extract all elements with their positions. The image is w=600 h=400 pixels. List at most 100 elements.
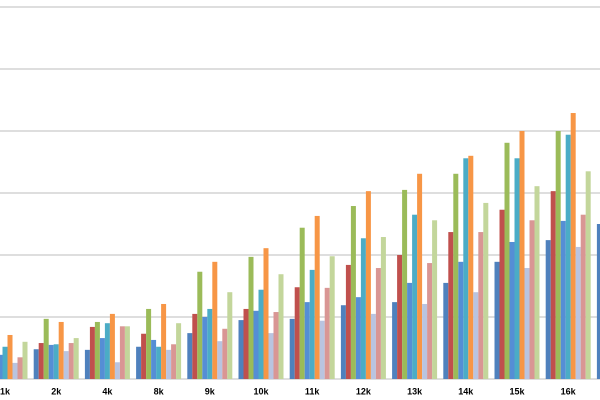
bar bbox=[417, 173, 423, 379]
bar bbox=[68, 343, 74, 379]
bar bbox=[38, 343, 44, 379]
bar bbox=[197, 271, 203, 379]
bar bbox=[422, 303, 428, 379]
x-tick-label: 11k bbox=[305, 386, 321, 396]
bar bbox=[392, 302, 398, 379]
bar bbox=[166, 349, 172, 379]
bar bbox=[494, 261, 500, 379]
bar bbox=[319, 320, 325, 379]
bar bbox=[278, 274, 284, 379]
bar bbox=[555, 131, 561, 379]
x-tick-label: 12k bbox=[356, 386, 372, 396]
bar bbox=[7, 334, 13, 379]
x-tick-label: 15k bbox=[509, 386, 525, 396]
bar bbox=[427, 263, 433, 379]
bar bbox=[253, 310, 259, 379]
bar bbox=[109, 313, 115, 379]
bar bbox=[509, 241, 515, 379]
bar bbox=[432, 220, 438, 379]
bar bbox=[187, 333, 193, 379]
bar bbox=[309, 269, 315, 379]
bar bbox=[141, 333, 147, 379]
bar bbox=[473, 292, 479, 379]
bar bbox=[585, 171, 591, 379]
bar bbox=[53, 344, 59, 379]
bar bbox=[84, 349, 90, 379]
x-tick-label: 8k bbox=[154, 386, 165, 396]
bar bbox=[360, 238, 366, 379]
bar bbox=[222, 328, 228, 379]
bar bbox=[22, 341, 28, 379]
bar bbox=[124, 326, 130, 379]
bar bbox=[192, 313, 198, 379]
bar bbox=[289, 318, 295, 379]
bar bbox=[534, 186, 540, 379]
bar bbox=[329, 256, 335, 379]
bar bbox=[314, 215, 320, 379]
bar bbox=[33, 349, 39, 379]
bar bbox=[146, 308, 152, 379]
bar bbox=[171, 344, 177, 379]
bar bbox=[443, 282, 449, 379]
bar bbox=[73, 338, 79, 379]
bar bbox=[448, 232, 454, 379]
bar bbox=[575, 246, 581, 379]
bar bbox=[570, 113, 576, 380]
bar bbox=[596, 224, 600, 379]
bar bbox=[453, 173, 459, 379]
bar bbox=[136, 346, 142, 379]
bar bbox=[248, 256, 254, 379]
bar bbox=[407, 282, 413, 379]
bar bbox=[243, 308, 249, 379]
bar bbox=[104, 323, 110, 379]
bar bbox=[458, 261, 464, 379]
bar bbox=[355, 297, 361, 379]
bar bbox=[365, 191, 371, 379]
bar bbox=[99, 338, 105, 379]
x-tick-label: 2k bbox=[51, 386, 62, 396]
bar bbox=[504, 142, 510, 379]
bar bbox=[94, 321, 100, 379]
bar bbox=[58, 321, 64, 379]
bar bbox=[156, 346, 162, 379]
bar bbox=[227, 292, 233, 379]
bar bbox=[304, 302, 310, 379]
bar bbox=[524, 268, 530, 379]
bar bbox=[345, 264, 351, 379]
bar bbox=[324, 287, 330, 379]
bar bbox=[519, 131, 525, 379]
bar bbox=[217, 341, 223, 379]
bar bbox=[412, 214, 418, 379]
bar bbox=[2, 346, 8, 379]
bar bbox=[119, 326, 125, 379]
x-tick-label: 9k bbox=[205, 386, 216, 396]
bar bbox=[375, 268, 381, 379]
bar bbox=[43, 318, 49, 379]
bar bbox=[529, 220, 535, 379]
bar bbox=[151, 339, 157, 379]
bar bbox=[560, 220, 566, 379]
bar bbox=[0, 354, 3, 379]
bar bbox=[258, 289, 264, 379]
bar bbox=[545, 240, 551, 379]
bar bbox=[463, 158, 469, 379]
bar bbox=[17, 357, 23, 379]
x-tick-label: 4k bbox=[102, 386, 113, 396]
bar bbox=[161, 303, 167, 379]
bar bbox=[580, 214, 586, 379]
bar bbox=[402, 189, 408, 379]
bar bbox=[370, 313, 376, 379]
bar bbox=[176, 323, 182, 379]
bar bbox=[89, 326, 95, 379]
bar bbox=[397, 255, 403, 379]
x-tick-label: 1k bbox=[0, 386, 11, 396]
bar bbox=[550, 191, 556, 379]
bar bbox=[207, 308, 213, 379]
bar bbox=[12, 362, 18, 379]
bar bbox=[565, 134, 571, 379]
bar bbox=[238, 320, 244, 379]
bar bbox=[268, 333, 274, 379]
bar bbox=[114, 362, 120, 379]
bar bbox=[212, 261, 218, 379]
